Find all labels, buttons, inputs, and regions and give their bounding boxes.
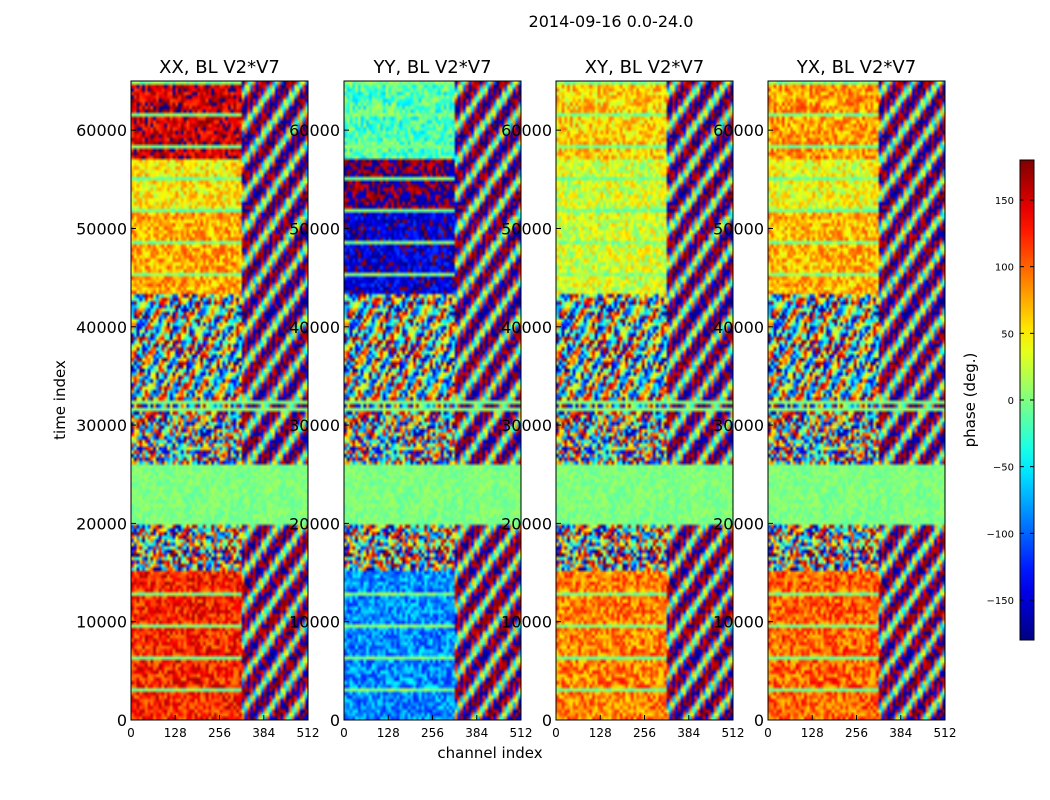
x-tick-label: 512 bbox=[722, 726, 745, 740]
x-tick-label: 256 bbox=[421, 726, 444, 740]
x-tick-label: 384 bbox=[465, 726, 488, 740]
y-tick-label: 50000 bbox=[713, 219, 764, 238]
x-tick-label: 128 bbox=[377, 726, 400, 740]
x-tick-label: 512 bbox=[297, 726, 320, 740]
colorbar-tick-label: 50 bbox=[1001, 329, 1014, 340]
y-tick-label: 20000 bbox=[76, 514, 127, 533]
x-tick-label: 384 bbox=[677, 726, 700, 740]
y-tick-label: 30000 bbox=[289, 416, 340, 435]
colorbar-tick-label: 150 bbox=[995, 196, 1014, 207]
x-tick-label: 512 bbox=[934, 726, 957, 740]
y-tick-label: 0 bbox=[330, 711, 340, 730]
x-tick-label: 128 bbox=[164, 726, 187, 740]
x-tick-label: 0 bbox=[127, 726, 135, 740]
y-tick-label: 60000 bbox=[76, 121, 127, 140]
y-tick-label: 0 bbox=[754, 711, 764, 730]
colorbar-label: phase (deg.) bbox=[961, 353, 979, 448]
y-tick-label: 40000 bbox=[713, 318, 764, 337]
y-tick-label: 60000 bbox=[501, 121, 552, 140]
heatmap-image-xy bbox=[556, 81, 733, 720]
heatmap-image-yx bbox=[768, 81, 945, 720]
colorbar-tick-label: −50 bbox=[993, 463, 1014, 474]
x-tick-label: 256 bbox=[633, 726, 656, 740]
y-tick-label: 10000 bbox=[501, 613, 552, 632]
y-tick-label: 20000 bbox=[289, 514, 340, 533]
y-axis-label: time index bbox=[51, 360, 69, 440]
colorbar-tick-label: −100 bbox=[987, 529, 1014, 540]
y-tick-label: 20000 bbox=[501, 514, 552, 533]
y-tick-label: 20000 bbox=[713, 514, 764, 533]
y-tick-label: 30000 bbox=[501, 416, 552, 435]
y-tick-label: 0 bbox=[117, 711, 127, 730]
y-tick-label: 0 bbox=[542, 711, 552, 730]
panel-title-xx: XX, BL V2*V7 bbox=[159, 57, 280, 78]
x-tick-label: 384 bbox=[889, 726, 912, 740]
x-tick-label: 0 bbox=[764, 726, 772, 740]
y-tick-label: 10000 bbox=[289, 613, 340, 632]
y-tick-label: 50000 bbox=[501, 219, 552, 238]
y-tick-label: 50000 bbox=[76, 219, 127, 238]
figure-title: 2014-09-16 0.0-24.0 bbox=[528, 12, 694, 31]
y-tick-label: 10000 bbox=[76, 613, 127, 632]
y-tick-label: 30000 bbox=[713, 416, 764, 435]
panel-title-yx: YX, BL V2*V7 bbox=[796, 57, 916, 78]
y-tick-label: 40000 bbox=[289, 318, 340, 337]
x-tick-label: 256 bbox=[208, 726, 231, 740]
x-tick-label: 128 bbox=[589, 726, 612, 740]
y-tick-label: 40000 bbox=[501, 318, 552, 337]
colorbar-tick-label: 0 bbox=[1008, 396, 1014, 407]
x-tick-label: 256 bbox=[845, 726, 868, 740]
y-tick-label: 60000 bbox=[289, 121, 340, 140]
heatmap-image-xx bbox=[131, 81, 308, 720]
x-tick-label: 384 bbox=[252, 726, 275, 740]
y-tick-label: 10000 bbox=[713, 613, 764, 632]
panel-title-xy: XY, BL V2*V7 bbox=[585, 57, 704, 78]
y-tick-label: 50000 bbox=[289, 219, 340, 238]
x-tick-label: 512 bbox=[510, 726, 533, 740]
colorbar-tick-label: −150 bbox=[987, 596, 1014, 607]
y-tick-label: 30000 bbox=[76, 416, 127, 435]
x-tick-label: 128 bbox=[801, 726, 824, 740]
colorbar-tick-label: 100 bbox=[995, 263, 1014, 274]
panel-title-yy: YY, BL V2*V7 bbox=[372, 57, 491, 78]
x-tick-label: 0 bbox=[340, 726, 348, 740]
heatmap-image-yy bbox=[344, 81, 521, 720]
x-axis-label: channel index bbox=[437, 744, 542, 762]
y-tick-label: 40000 bbox=[76, 318, 127, 337]
x-tick-label: 0 bbox=[552, 726, 560, 740]
y-tick-label: 60000 bbox=[713, 121, 764, 140]
